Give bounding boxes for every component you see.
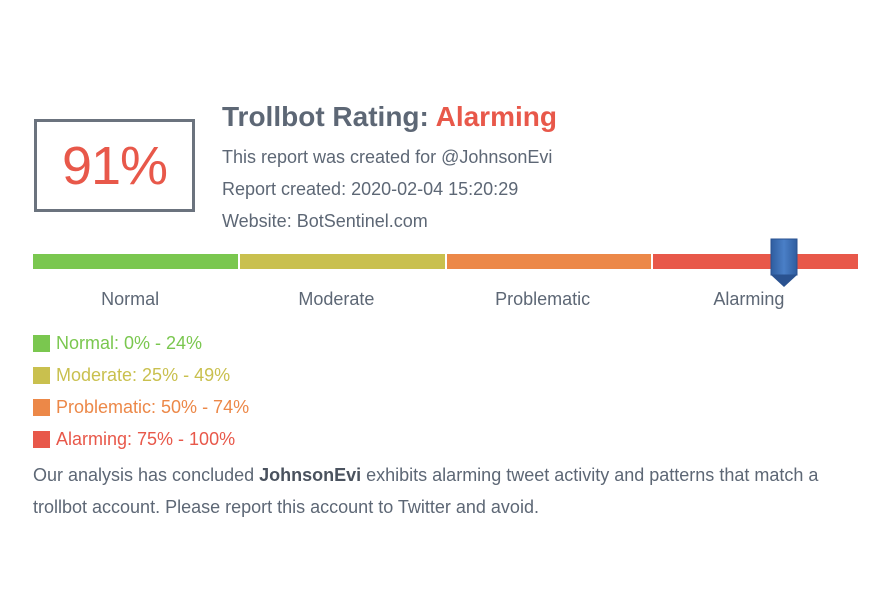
conclusion-text-start: Our analysis has concluded [33,465,260,485]
legend-item-alarming: Alarming: 75% - 100% [33,423,249,455]
score-value: 91% [61,135,168,196]
scale-segment-problematic [444,254,652,269]
score-box: 91% [34,119,195,212]
report-created-date: Report created: 2020-02-04 15:20:29 [222,179,519,199]
scale-segment-alarming [651,254,858,269]
legend-item-normal: Normal: 0% - 24% [33,327,249,359]
rating-scale-bar [33,254,858,269]
rating-legend: Normal: 0% - 24% Moderate: 25% - 49% Pro… [33,327,249,455]
scale-segment-normal [33,254,238,269]
legend-swatch-problematic [33,398,50,416]
scale-label-problematic: Problematic [495,289,591,309]
scale-segment-moderate [237,254,445,269]
score-marker-icon [770,238,798,288]
rating-level: Alarming [435,101,557,132]
legend-text-normal: Normal: 0% - 24% [56,332,203,353]
scale-label-alarming: Alarming [713,289,785,309]
conclusion-text-end: exhibits alarming tweet activity and pat… [33,465,819,517]
scale-label-normal: Normal [101,289,160,309]
conclusion-account-name: JohnsonEvi [259,465,362,485]
legend-swatch-alarming [33,430,50,448]
rating-title: Trollbot Rating: Alarming [222,101,557,133]
legend-text-moderate: Moderate: 25% - 49% [56,364,231,385]
analysis-conclusion: Our analysis has concluded JohnsonEvi ex… [33,459,863,523]
legend-item-moderate: Moderate: 25% - 49% [33,359,249,391]
legend-text-problematic: Problematic: 50% - 74% [56,396,250,417]
report-website: Website: BotSentinel.com [222,211,428,231]
scale-labels: Normal Moderate Problematic Alarming [33,289,858,310]
legend-text-alarming: Alarming: 75% - 100% [56,428,236,449]
legend-swatch-normal [33,334,50,352]
rating-title-prefix: Trollbot Rating: [222,101,436,132]
legend-item-problematic: Problematic: 50% - 74% [33,391,249,423]
scale-label-moderate: Moderate [298,289,375,309]
report-created-for: This report was created for @JohnsonEvi [222,147,553,167]
legend-swatch-moderate [33,366,50,384]
